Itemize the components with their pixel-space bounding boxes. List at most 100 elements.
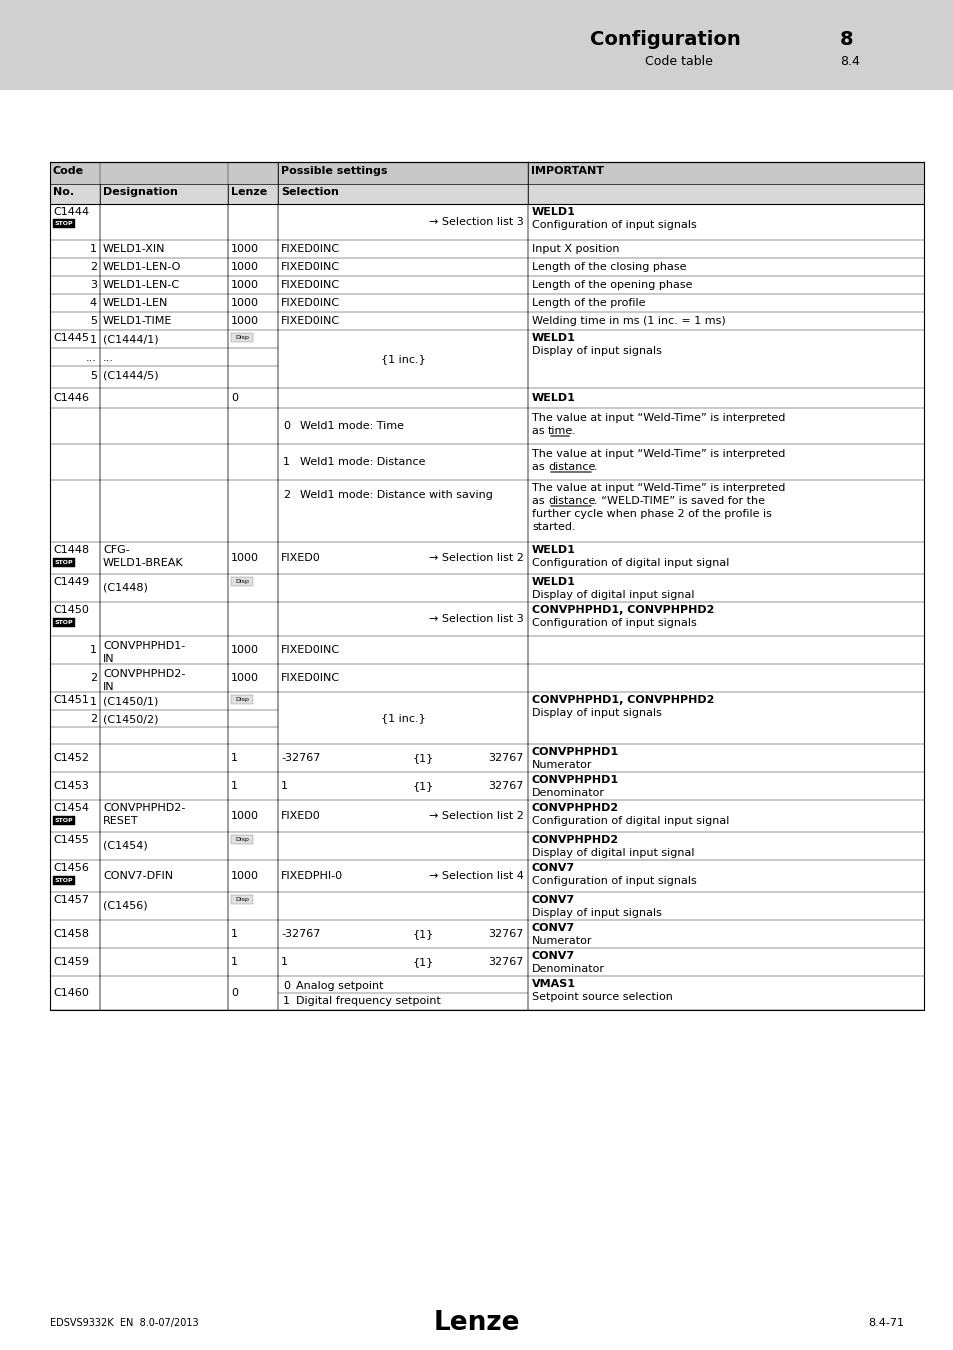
Text: IMPORTANT: IMPORTANT xyxy=(531,166,603,176)
Text: FIXED0INC: FIXED0INC xyxy=(281,262,340,271)
Text: Weld1 mode: Distance: Weld1 mode: Distance xyxy=(299,458,425,467)
Bar xyxy=(50,204,923,240)
Bar xyxy=(53,618,75,626)
Text: 1: 1 xyxy=(90,244,97,254)
Bar xyxy=(50,744,923,772)
Text: C1458: C1458 xyxy=(53,929,89,940)
Text: 32767: 32767 xyxy=(488,782,523,791)
Text: CONVPHPHD1: CONVPHPHD1 xyxy=(532,747,618,757)
Text: ...: ... xyxy=(103,352,113,363)
Text: {1 inc.}: {1 inc.} xyxy=(380,713,425,724)
Text: 1000: 1000 xyxy=(231,811,258,821)
Text: WELD1-LEN: WELD1-LEN xyxy=(103,298,168,308)
Text: IN: IN xyxy=(103,682,114,693)
Text: C1444: C1444 xyxy=(53,207,89,217)
Bar xyxy=(50,693,923,744)
Text: 1: 1 xyxy=(231,957,237,967)
Text: IN: IN xyxy=(103,653,114,664)
Text: CONVPHPHD2-: CONVPHPHD2- xyxy=(103,670,185,679)
Text: C1459: C1459 xyxy=(53,957,89,967)
Bar xyxy=(50,892,923,919)
Text: WELD1: WELD1 xyxy=(532,207,576,217)
Text: {1}: {1} xyxy=(412,753,434,763)
Bar xyxy=(50,948,923,976)
Text: 4: 4 xyxy=(90,298,97,308)
Text: Numerator: Numerator xyxy=(532,760,592,770)
Text: The value at input “Weld-Time” is interpreted: The value at input “Weld-Time” is interp… xyxy=(532,450,784,459)
Text: STOP: STOP xyxy=(54,818,73,824)
Text: Disp: Disp xyxy=(234,896,249,902)
Bar xyxy=(50,832,923,860)
Text: Configuration of digital input signal: Configuration of digital input signal xyxy=(532,558,729,568)
Text: Weld1 mode: Time: Weld1 mode: Time xyxy=(299,421,403,431)
Text: C1454: C1454 xyxy=(53,803,89,813)
Text: (C1444/1): (C1444/1) xyxy=(103,335,158,346)
Text: CONVPHPHD1: CONVPHPHD1 xyxy=(532,775,618,784)
Text: The value at input “Weld-Time” is interpreted: The value at input “Weld-Time” is interp… xyxy=(532,483,784,493)
Text: Denominator: Denominator xyxy=(532,964,604,973)
Text: 1000: 1000 xyxy=(231,298,258,308)
Text: C1446: C1446 xyxy=(53,393,89,404)
Text: → Selection list 2: → Selection list 2 xyxy=(429,554,523,563)
Text: 1: 1 xyxy=(283,458,290,467)
Bar xyxy=(0,0,953,90)
Text: (C1454): (C1454) xyxy=(103,841,148,850)
Bar xyxy=(50,329,923,387)
Text: (C1448): (C1448) xyxy=(103,583,148,593)
Text: → Selection list 2: → Selection list 2 xyxy=(429,811,523,821)
Bar xyxy=(50,860,923,892)
Text: 1: 1 xyxy=(281,957,288,967)
Text: (C1444/5): (C1444/5) xyxy=(103,371,158,381)
Bar xyxy=(50,240,923,258)
Text: STOP: STOP xyxy=(54,878,73,883)
Text: 2: 2 xyxy=(90,262,97,271)
Text: Welding time in ms (1 inc. = 1 ms): Welding time in ms (1 inc. = 1 ms) xyxy=(532,316,725,325)
Text: WELD1: WELD1 xyxy=(532,545,576,555)
Text: .: . xyxy=(594,462,597,472)
Text: -32767: -32767 xyxy=(281,929,320,940)
Text: C1457: C1457 xyxy=(53,895,89,905)
Text: 1: 1 xyxy=(281,782,288,791)
Text: as: as xyxy=(532,495,548,506)
Text: Configuration of input signals: Configuration of input signals xyxy=(532,220,696,230)
Text: RESET: RESET xyxy=(103,815,138,826)
Text: Analog setpoint: Analog setpoint xyxy=(295,981,383,991)
Text: as: as xyxy=(532,462,548,472)
Text: Disp: Disp xyxy=(234,837,249,842)
Text: 1000: 1000 xyxy=(231,279,258,290)
Bar xyxy=(50,636,923,664)
Bar xyxy=(231,836,253,844)
Text: WELD1-BREAK: WELD1-BREAK xyxy=(103,558,183,568)
Text: Digital frequency setpoint: Digital frequency setpoint xyxy=(295,996,440,1006)
Bar xyxy=(50,481,923,541)
Text: Length of the closing phase: Length of the closing phase xyxy=(532,262,686,271)
Text: Possible settings: Possible settings xyxy=(281,166,387,176)
Text: 0: 0 xyxy=(283,981,290,991)
Text: Length of the opening phase: Length of the opening phase xyxy=(532,279,692,290)
Text: 1000: 1000 xyxy=(231,316,258,325)
Text: FIXED0INC: FIXED0INC xyxy=(281,674,340,683)
Bar xyxy=(231,333,253,342)
Bar xyxy=(50,541,923,574)
Bar xyxy=(50,919,923,948)
Bar xyxy=(50,444,923,481)
Text: 1: 1 xyxy=(90,697,97,707)
Text: EDSVS9332K  EN  8.0-07/2013: EDSVS9332K EN 8.0-07/2013 xyxy=(50,1318,198,1328)
Text: 32767: 32767 xyxy=(488,957,523,967)
Text: .: . xyxy=(572,427,575,436)
Text: → Selection list 3: → Selection list 3 xyxy=(429,614,523,624)
Text: 1000: 1000 xyxy=(231,554,258,563)
Text: STOP: STOP xyxy=(54,221,73,225)
Text: 32767: 32767 xyxy=(488,929,523,940)
Bar xyxy=(50,976,923,1010)
Text: C1452: C1452 xyxy=(53,753,89,763)
Text: started.: started. xyxy=(532,522,575,532)
Text: FIXED0INC: FIXED0INC xyxy=(281,298,340,308)
Text: FIXED0: FIXED0 xyxy=(281,554,320,563)
Text: Code: Code xyxy=(53,166,84,176)
Text: Configuration of input signals: Configuration of input signals xyxy=(532,876,696,886)
Text: . “WELD-TIME” is saved for the: . “WELD-TIME” is saved for the xyxy=(594,495,764,506)
Text: 32767: 32767 xyxy=(488,753,523,763)
Text: WELD1: WELD1 xyxy=(532,333,576,343)
Text: FIXED0INC: FIXED0INC xyxy=(281,244,340,254)
